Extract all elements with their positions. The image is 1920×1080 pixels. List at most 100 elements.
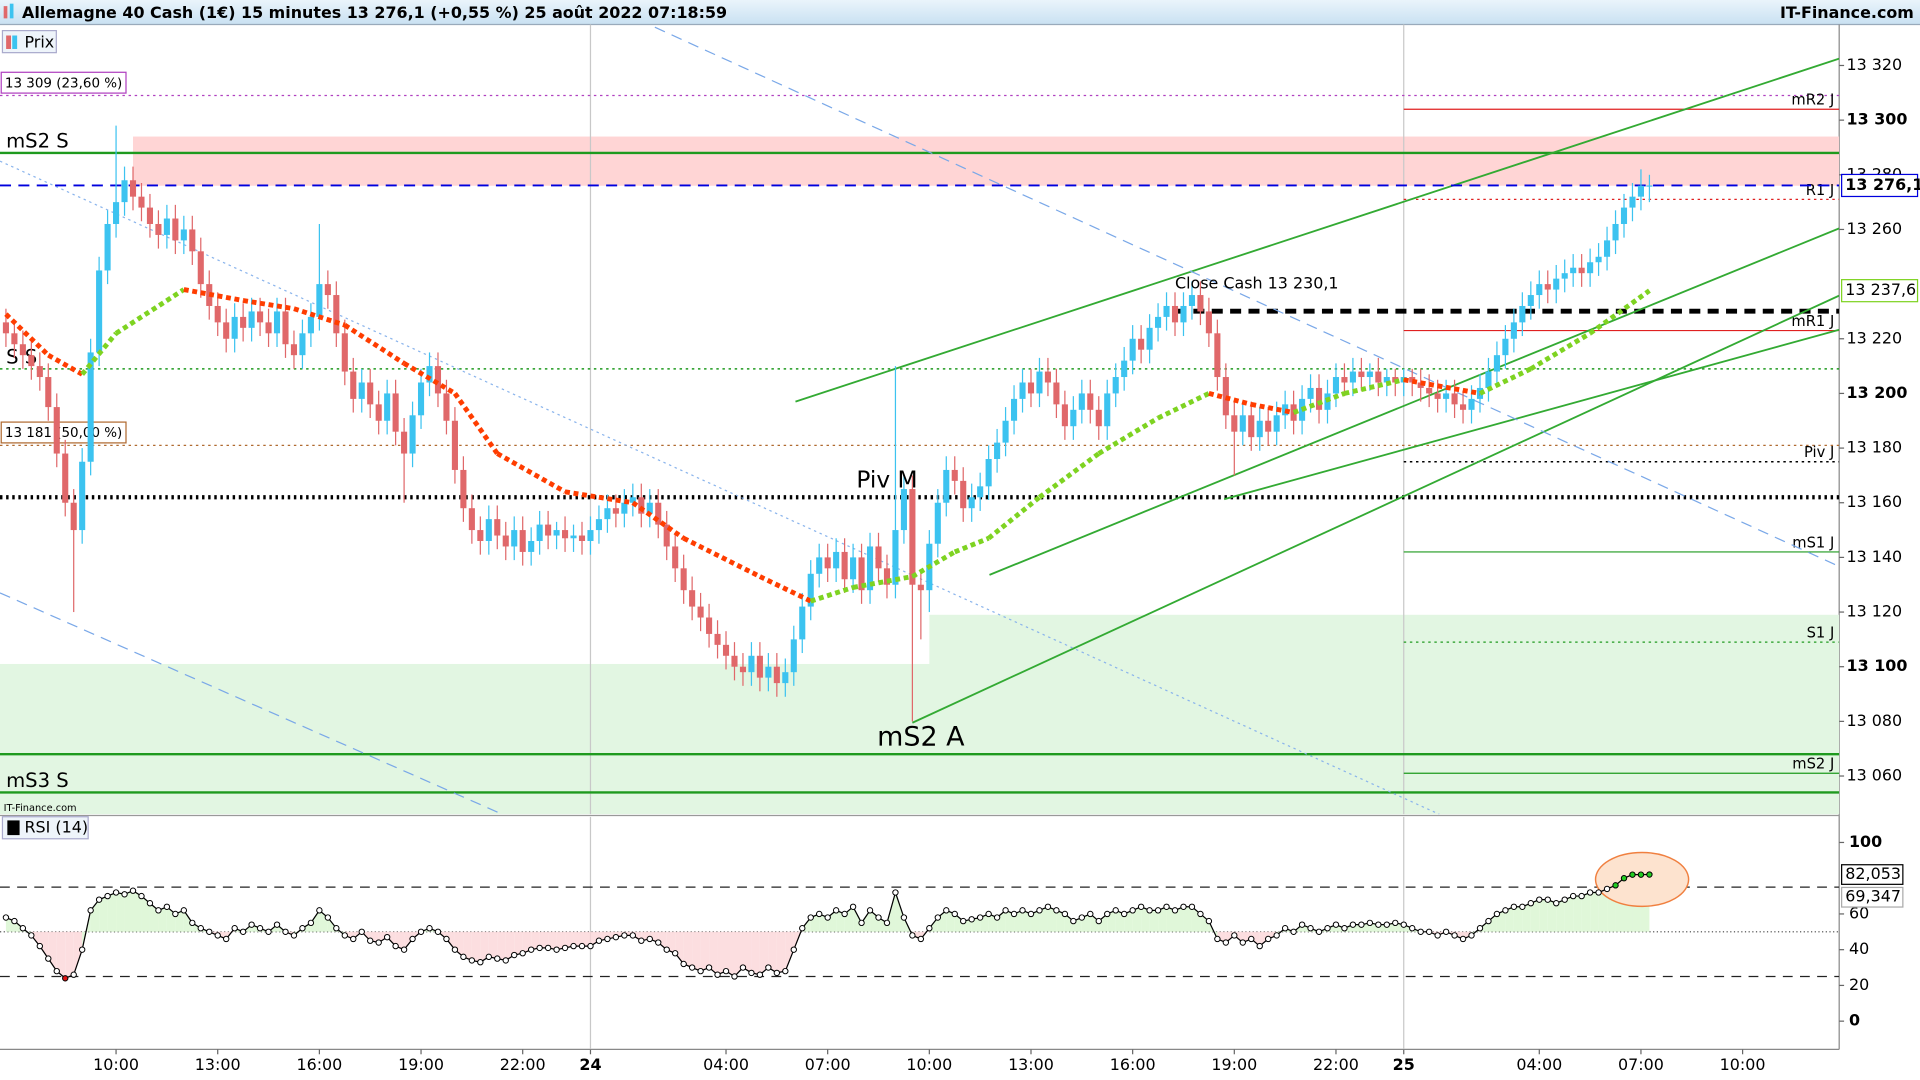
candle-body — [87, 352, 94, 462]
rsi-area — [1598, 888, 1608, 932]
moving-average — [1157, 391, 1210, 421]
rsi-area — [675, 931, 684, 964]
candle-body — [773, 666, 780, 684]
y-tick-label: 13 160 — [1847, 492, 1903, 511]
level-label: 13 309 (23,60 %) — [5, 76, 122, 91]
rsi-point — [1120, 910, 1128, 918]
rsi-point — [1332, 921, 1340, 928]
rsi-area — [56, 931, 66, 979]
rsi-area — [1530, 899, 1540, 932]
rsi-area — [471, 931, 481, 963]
header-brand: IT-Finance.com — [1780, 3, 1914, 22]
rsi-area — [692, 931, 701, 972]
rsi-point — [1536, 896, 1543, 903]
rsi-area — [1488, 913, 1497, 932]
rsi-area — [658, 931, 667, 950]
candle-body — [163, 218, 170, 235]
candle-body — [1061, 404, 1068, 427]
price-box-label: 13 276,1 — [1845, 175, 1920, 194]
candle-body — [697, 606, 704, 618]
rsi-area — [65, 931, 74, 979]
candle-body — [307, 316, 314, 334]
candle-body — [1434, 393, 1441, 399]
rsi-point — [714, 971, 721, 978]
moving-average — [1403, 377, 1481, 396]
rsi-point — [282, 928, 289, 935]
rsi-point — [1231, 932, 1238, 939]
rsi-area — [751, 931, 760, 975]
candle-body — [62, 453, 69, 503]
moving-average — [911, 549, 956, 579]
x-tick-label: 10:00 — [93, 1055, 139, 1074]
moving-average — [1529, 331, 1592, 371]
rsi-point — [519, 950, 526, 957]
rsi-point — [1527, 900, 1535, 907]
rsi-point — [943, 907, 950, 914]
x-tick-label: 19:00 — [1211, 1055, 1257, 1074]
candle-body — [689, 590, 696, 607]
rsi-point — [799, 925, 806, 932]
candle-body — [765, 666, 772, 678]
y-tick-label: 13 300 — [1847, 110, 1908, 129]
rsi-point — [985, 910, 992, 918]
rsi-point — [731, 973, 738, 980]
rsi-point — [273, 921, 281, 928]
rsi-point — [1459, 935, 1467, 943]
candle-body — [341, 333, 348, 372]
rsi-area — [488, 931, 498, 959]
level-label: Piv J — [1804, 444, 1834, 461]
x-tick-label: 04:00 — [1516, 1055, 1562, 1074]
moving-average — [987, 495, 1042, 541]
rsi-point — [256, 925, 264, 932]
rsi-point — [341, 932, 348, 939]
candle-body — [570, 535, 577, 539]
rsi-point — [502, 957, 509, 964]
candle-body — [299, 333, 306, 356]
candle-body — [350, 371, 357, 399]
candle-body — [1349, 371, 1356, 383]
rsi-point — [722, 967, 730, 975]
trend-line — [912, 294, 1840, 724]
rsi-point — [189, 919, 196, 927]
rsi-area — [870, 910, 879, 932]
candle-body — [578, 535, 586, 541]
rsi-point — [1493, 910, 1501, 918]
rsi-point — [239, 928, 247, 935]
rsi-area — [183, 910, 193, 932]
candle-body — [36, 366, 43, 378]
rsi-point — [1646, 871, 1653, 878]
x-tick-label: 22:00 — [500, 1055, 546, 1074]
rsi-point — [468, 957, 476, 964]
y-tick-label: 13 220 — [1847, 328, 1903, 347]
legend-icon — [7, 820, 20, 836]
candle-body — [1383, 377, 1390, 383]
rsi-point — [62, 975, 69, 982]
rsi-point — [849, 903, 857, 910]
rsi-area — [497, 931, 506, 961]
candle-body — [985, 459, 992, 487]
candle-body — [384, 393, 391, 421]
candle-body — [1493, 355, 1500, 372]
candle-body — [273, 311, 281, 334]
candle-body — [545, 524, 552, 536]
candle-body — [392, 393, 399, 432]
rsi-point — [511, 951, 518, 959]
moving-average — [1588, 288, 1651, 336]
candle-body — [485, 519, 492, 541]
rsi-point — [1095, 917, 1102, 925]
rsi-area — [590, 931, 599, 947]
rsi-point — [824, 914, 831, 921]
moving-average — [1038, 451, 1101, 500]
candle-body — [1180, 305, 1187, 323]
rsi-area — [1251, 931, 1260, 947]
rsi-point — [104, 892, 111, 900]
candle-body — [1265, 420, 1272, 432]
candle-body — [655, 502, 662, 525]
rsi-point — [1519, 903, 1526, 910]
rsi-point — [375, 939, 382, 946]
candle-body — [1222, 377, 1229, 416]
rsi-point — [1442, 928, 1450, 935]
candle-body — [1468, 398, 1475, 410]
zone — [929, 614, 1840, 815]
